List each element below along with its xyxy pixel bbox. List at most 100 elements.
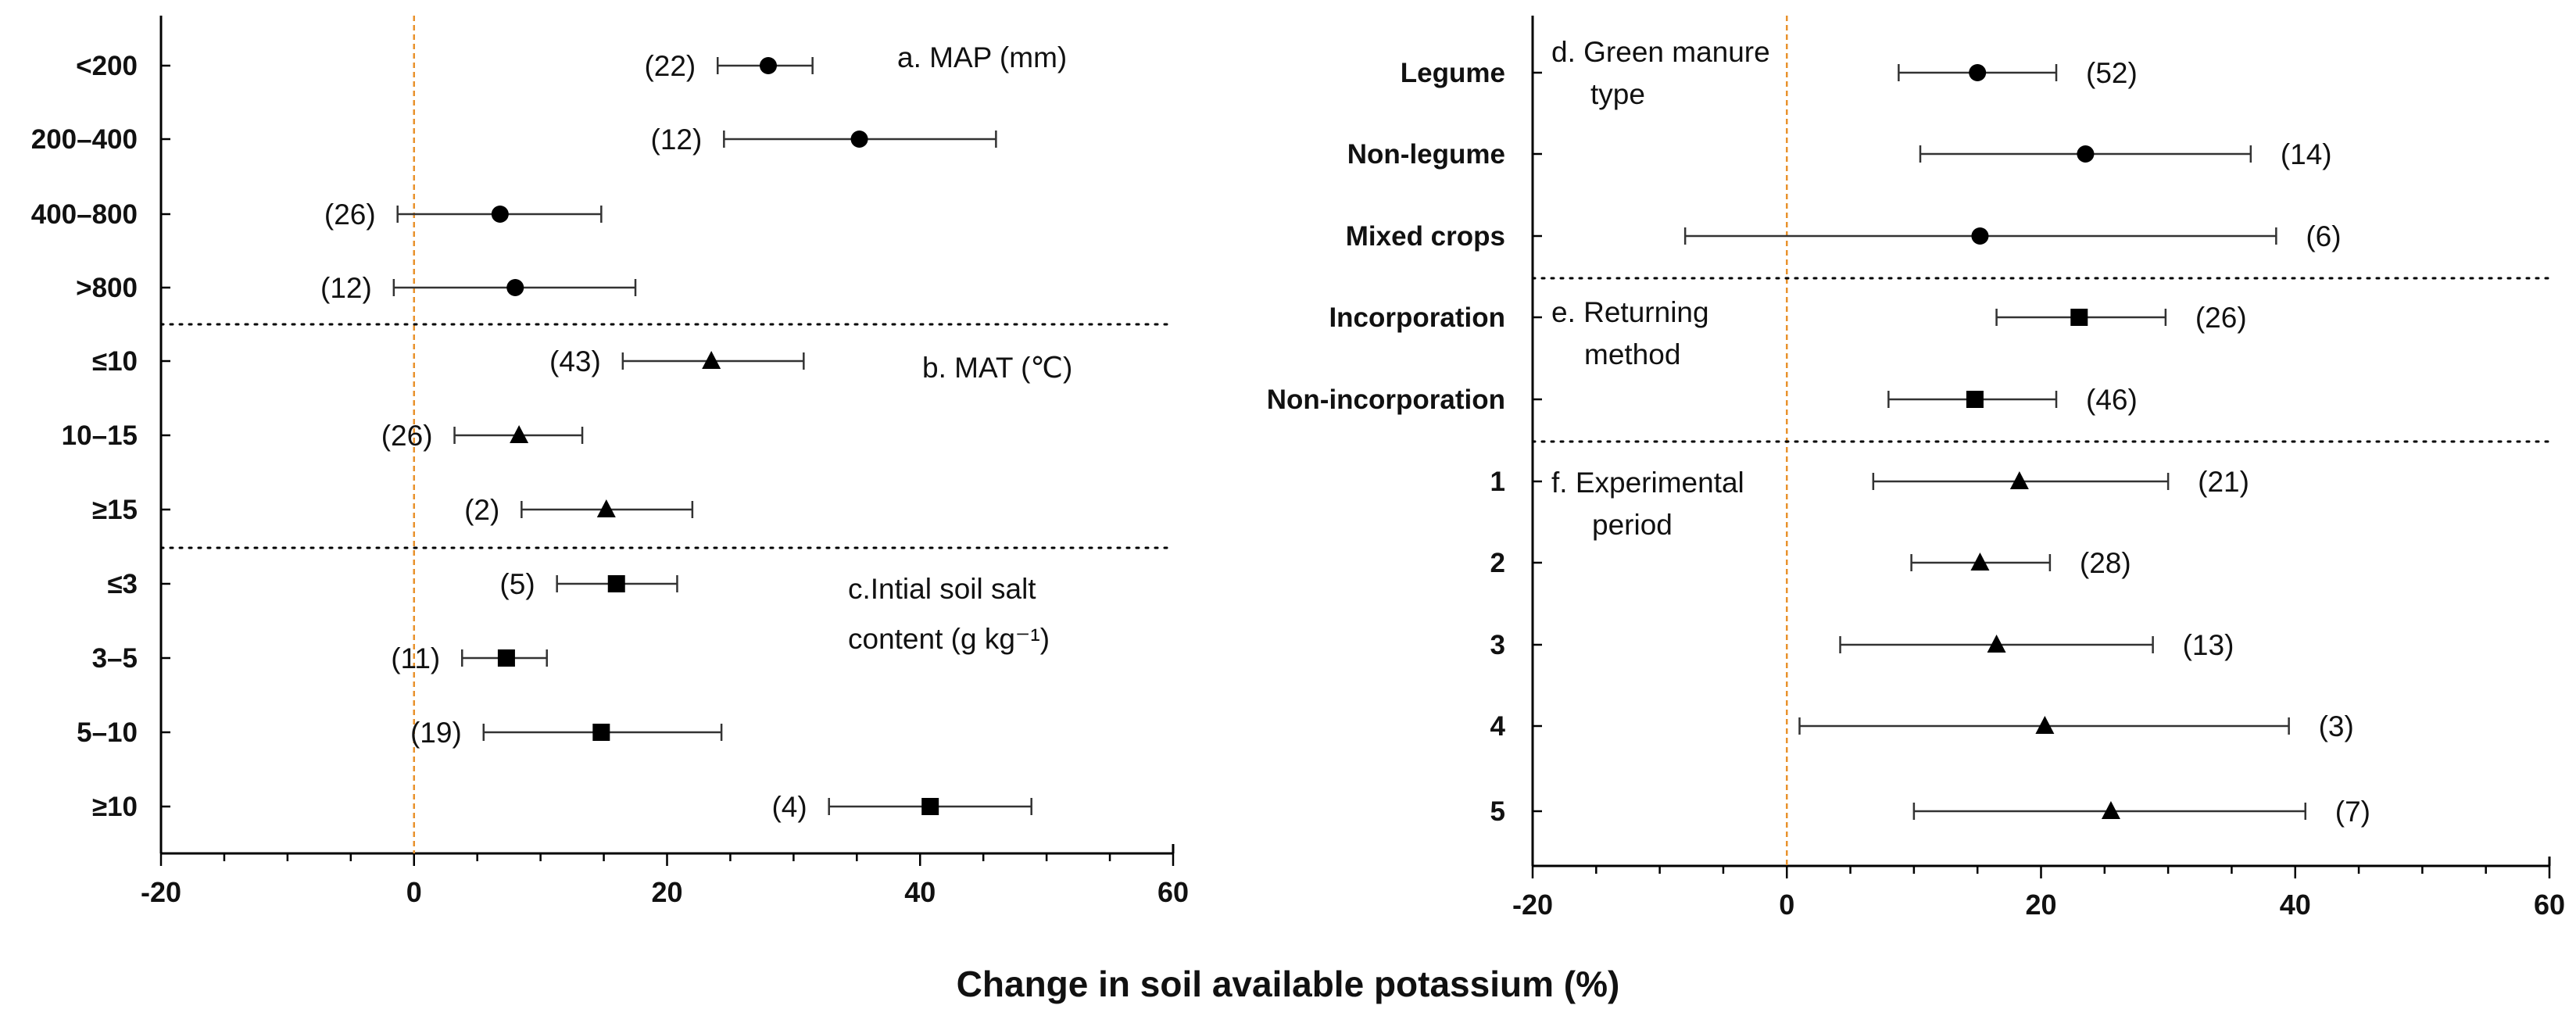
data-row-200: <200 (22) (76, 50, 814, 82)
category-label: 2 (1490, 548, 1505, 578)
category-label: Legume (1401, 58, 1505, 88)
mean-marker-triangle (2035, 716, 2055, 734)
mean-marker-triangle (1987, 635, 2006, 653)
x-axis-title: Change in soil available potassium (%) (957, 964, 1620, 1004)
sample-size-label: (2) (464, 494, 499, 526)
category-label: <200 (76, 51, 138, 81)
sample-size-label: (26) (324, 199, 376, 231)
mean-marker-circle (1969, 64, 1987, 81)
category-label: ≤3 (107, 569, 138, 599)
mean-marker-triangle (2009, 471, 2029, 489)
mean-marker-circle (506, 279, 524, 296)
sample-size-label: (43) (549, 345, 601, 377)
data-row-non-legume: Non-legume (14) (1347, 138, 2332, 170)
group-label: b. MAT (℃) (922, 352, 1072, 384)
category-label: ≤10 (92, 346, 138, 377)
category-label: 5–10 (77, 717, 138, 748)
x-tick-label: 20 (651, 876, 682, 908)
x-tick-label: 40 (2280, 889, 2311, 921)
sample-size-label: (12) (320, 272, 372, 304)
data-row-10: ≥10 (4) (92, 791, 1032, 823)
group-label-line: period (1592, 509, 1673, 541)
data-row-5: 5 (7) (1490, 796, 2370, 828)
category-label: Non-legume (1347, 139, 1505, 170)
mean-marker-square (592, 724, 610, 741)
group-label-line: e. Returning (1551, 296, 1709, 328)
x-tick-label: 0 (406, 876, 422, 908)
sample-size-label: (7) (2335, 796, 2370, 828)
mean-marker-square (497, 649, 515, 667)
category-label: 200–400 (31, 124, 138, 155)
group-label-line: f. Experimental (1551, 467, 1744, 499)
data-row-5-10: 5–10 (19) (77, 717, 723, 749)
mean-marker-circle (760, 57, 777, 74)
sample-size-label: (28) (2080, 547, 2131, 579)
data-row-4: 4 (3) (1490, 710, 2354, 742)
group-label-line: content (g kg⁻¹) (848, 623, 1050, 655)
category-label: >800 (76, 273, 138, 303)
category-label: 10–15 (62, 420, 138, 451)
mean-marker-triangle (510, 425, 529, 443)
group-label-line: method (1584, 338, 1680, 370)
category-label: Incorporation (1329, 302, 1505, 333)
data-row-800: >800 (12) (76, 272, 637, 304)
x-tick-label: 40 (904, 876, 936, 908)
sample-size-label: (52) (2086, 57, 2138, 89)
category-label: 1 (1490, 467, 1505, 497)
panel-left: -20 0 20 40 60 <200 (22) 200–400 (12) 400–800 (26)… (31, 16, 1189, 908)
panel-right: -20 0 20 40 60 Legume (52) Non-legume (14) Mixed … (1267, 16, 2565, 921)
x-tick-label: 60 (2534, 889, 2565, 921)
sample-size-label: (14) (2281, 138, 2332, 170)
category-label: Mixed crops (1346, 221, 1505, 252)
mean-marker-square (921, 798, 939, 815)
sample-size-label: (4) (771, 791, 807, 823)
sample-size-label: (26) (381, 420, 433, 452)
mean-marker-circle (1971, 227, 1989, 245)
group-label-line: type (1590, 78, 1645, 110)
data-row-3-5: 3–5 (11) (92, 642, 548, 674)
mean-marker-circle (2077, 145, 2095, 163)
mean-marker-triangle (1970, 553, 1990, 571)
data-row-200-400: 200–400 (12) (31, 123, 997, 156)
x-tick-label: -20 (141, 876, 181, 908)
mean-marker-triangle (596, 499, 616, 517)
x-tick-label: 60 (1157, 876, 1189, 908)
category-label: Non-incorporation (1267, 385, 1505, 415)
category-label: 5 (1490, 796, 1505, 827)
sample-size-label: (21) (2198, 466, 2249, 498)
mean-marker-square (1966, 391, 1984, 408)
sample-size-label: (13) (2183, 629, 2234, 661)
category-label: 3 (1490, 630, 1505, 660)
data-row-legume: Legume (52) (1401, 57, 2138, 89)
mean-marker-triangle (702, 351, 721, 369)
x-tick-label: -20 (1512, 889, 1553, 921)
mean-marker-circle (850, 131, 868, 148)
sample-size-label: (5) (499, 568, 535, 600)
mean-marker-square (2070, 309, 2088, 326)
data-row-3: 3 (13) (1490, 629, 2234, 661)
sample-size-label: (12) (651, 123, 703, 156)
sample-size-label: (3) (2319, 710, 2354, 742)
data-row-mixed-crops: Mixed crops (6) (1346, 220, 2342, 252)
sample-size-label: (22) (644, 50, 696, 82)
category-label: ≥10 (92, 792, 138, 822)
sample-size-label: (19) (410, 717, 462, 749)
x-tick-label: 0 (1779, 889, 1794, 921)
group-label-line: d. Green manure (1551, 36, 1770, 68)
mean-marker-triangle (2101, 801, 2120, 819)
category-label: 4 (1490, 711, 1506, 742)
data-row-3: ≤3 (5) (107, 568, 678, 600)
data-row-non-incorporation: Non-incorporation (46) (1267, 384, 2138, 416)
data-row-2: 2 (28) (1490, 547, 2131, 579)
group-label-line: c.Intial soil salt (848, 573, 1036, 605)
group-label: a. MAP (mm) (897, 41, 1067, 73)
sample-size-label: (6) (2306, 220, 2341, 252)
mean-marker-circle (491, 206, 509, 223)
data-row-1: 1 (21) (1490, 466, 2249, 498)
data-row-15: ≥15 (2) (92, 494, 694, 526)
category-label: ≥15 (92, 495, 138, 525)
category-label: 3–5 (92, 643, 138, 674)
data-row-incorporation: Incorporation (26) (1329, 302, 2246, 334)
sample-size-label: (11) (391, 642, 440, 674)
